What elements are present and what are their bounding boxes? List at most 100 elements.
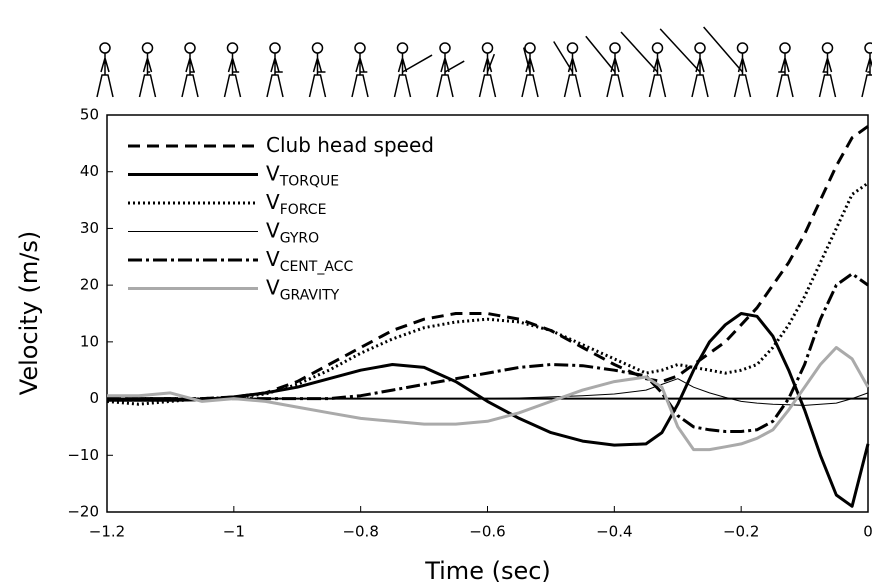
figure-body bbox=[138, 53, 157, 98]
figure-head bbox=[226, 42, 239, 54]
figure-head bbox=[864, 42, 872, 54]
figure-body bbox=[606, 53, 624, 98]
stick-figure bbox=[223, 42, 242, 98]
x-tick-label: −0.8 bbox=[342, 523, 378, 541]
figure-head bbox=[609, 42, 621, 54]
series-line bbox=[107, 272, 869, 433]
y-tick-label: 10 bbox=[80, 332, 99, 350]
stick-figure bbox=[393, 42, 433, 98]
figure-head bbox=[269, 42, 281, 54]
figure-body bbox=[266, 53, 284, 98]
stick-figure bbox=[436, 42, 465, 98]
legend-name: Club head speed bbox=[266, 133, 434, 157]
figure-body bbox=[223, 53, 242, 98]
legend-name: V bbox=[266, 218, 280, 242]
y-axis-title: Velocity (m/s) bbox=[15, 231, 43, 395]
figure-club bbox=[553, 41, 574, 73]
stick-figure bbox=[776, 42, 794, 98]
stick-figure bbox=[181, 42, 199, 98]
y-tick-label: −20 bbox=[67, 503, 99, 521]
figure-body bbox=[436, 53, 454, 98]
stick-figures bbox=[96, 26, 872, 98]
figure-head bbox=[311, 42, 324, 54]
x-tick-label: −0.2 bbox=[723, 523, 759, 541]
figure-head bbox=[99, 42, 111, 54]
stick-figure bbox=[553, 41, 582, 98]
series-line bbox=[106, 181, 869, 406]
figure-body bbox=[563, 53, 582, 98]
y-tick-label: 20 bbox=[80, 276, 99, 294]
figure-head bbox=[566, 42, 579, 54]
y-tick-label: −10 bbox=[67, 446, 99, 464]
figure-body bbox=[521, 53, 539, 98]
figure-head bbox=[184, 42, 196, 54]
x-tick-label: −1 bbox=[223, 523, 245, 541]
stick-figure bbox=[521, 42, 539, 98]
legend-label: VGRAVITY bbox=[266, 275, 340, 304]
figure-body bbox=[478, 53, 497, 98]
figure-club bbox=[703, 26, 744, 73]
stick-figure bbox=[138, 42, 157, 98]
legend-subscript: CENT_ACC bbox=[280, 259, 354, 275]
figure-body bbox=[818, 53, 837, 98]
y-tick-label: 40 bbox=[80, 162, 99, 180]
stick-figure bbox=[266, 42, 284, 98]
stick-figure bbox=[351, 42, 369, 98]
figure-club bbox=[486, 53, 496, 73]
figure-head bbox=[736, 42, 749, 54]
figure-club bbox=[585, 35, 616, 73]
figure-body bbox=[733, 53, 752, 98]
stick-figure bbox=[585, 35, 624, 98]
figure-head bbox=[439, 42, 451, 54]
figure-club bbox=[659, 28, 701, 73]
legend-label: VGYRO bbox=[266, 218, 319, 247]
legend-label: VFORCE bbox=[266, 190, 326, 219]
legend-name: V bbox=[266, 161, 280, 185]
legend-subscript: FORCE bbox=[280, 202, 327, 218]
x-tick-label: −0.4 bbox=[596, 523, 632, 541]
figure-head bbox=[396, 42, 409, 54]
figure-head bbox=[694, 42, 706, 54]
legend-subscript: GYRO bbox=[280, 231, 319, 247]
figure-head bbox=[354, 42, 366, 54]
figure-body bbox=[181, 53, 199, 98]
legend-name: V bbox=[266, 247, 280, 271]
figure-body bbox=[861, 53, 872, 98]
series-line bbox=[107, 312, 870, 508]
stick-figure bbox=[478, 42, 497, 98]
x-axis-title: Time (sec) bbox=[424, 557, 551, 585]
figure-body bbox=[776, 53, 794, 98]
figure-club bbox=[620, 31, 659, 73]
y-tick-label: 50 bbox=[80, 106, 99, 124]
figure-body bbox=[351, 53, 369, 98]
legend-name: V bbox=[266, 190, 280, 214]
stick-figure bbox=[308, 42, 327, 98]
legend-label: VCENT_ACC bbox=[266, 247, 353, 276]
figure-head bbox=[481, 42, 494, 54]
figure-body bbox=[648, 53, 667, 98]
x-tick-label: −0.6 bbox=[469, 523, 505, 541]
x-tick-label: −1.2 bbox=[89, 523, 125, 541]
figure-body bbox=[308, 53, 327, 98]
figure-head bbox=[821, 42, 834, 54]
legend-subscript: GRAVITY bbox=[280, 288, 340, 304]
y-tick-label: 30 bbox=[80, 219, 99, 237]
stick-figure bbox=[96, 42, 114, 98]
legend-subscript: TORQUE bbox=[279, 174, 339, 190]
legend-label: Club head speed bbox=[266, 133, 434, 157]
legend-name: V bbox=[266, 275, 280, 299]
figure-head bbox=[779, 42, 791, 54]
stick-figure bbox=[861, 42, 872, 98]
legend-label: VTORQUE bbox=[266, 161, 339, 190]
stick-figure bbox=[818, 42, 837, 98]
figure-club bbox=[402, 54, 433, 73]
y-tick-label: 0 bbox=[89, 389, 99, 407]
figure-body bbox=[691, 53, 709, 98]
series-line bbox=[107, 346, 870, 452]
series-line bbox=[107, 125, 869, 401]
stick-figure bbox=[620, 31, 667, 98]
figure-head bbox=[524, 42, 536, 54]
figure-head bbox=[141, 42, 154, 54]
figure-head bbox=[651, 42, 664, 54]
figure-body bbox=[96, 53, 114, 98]
